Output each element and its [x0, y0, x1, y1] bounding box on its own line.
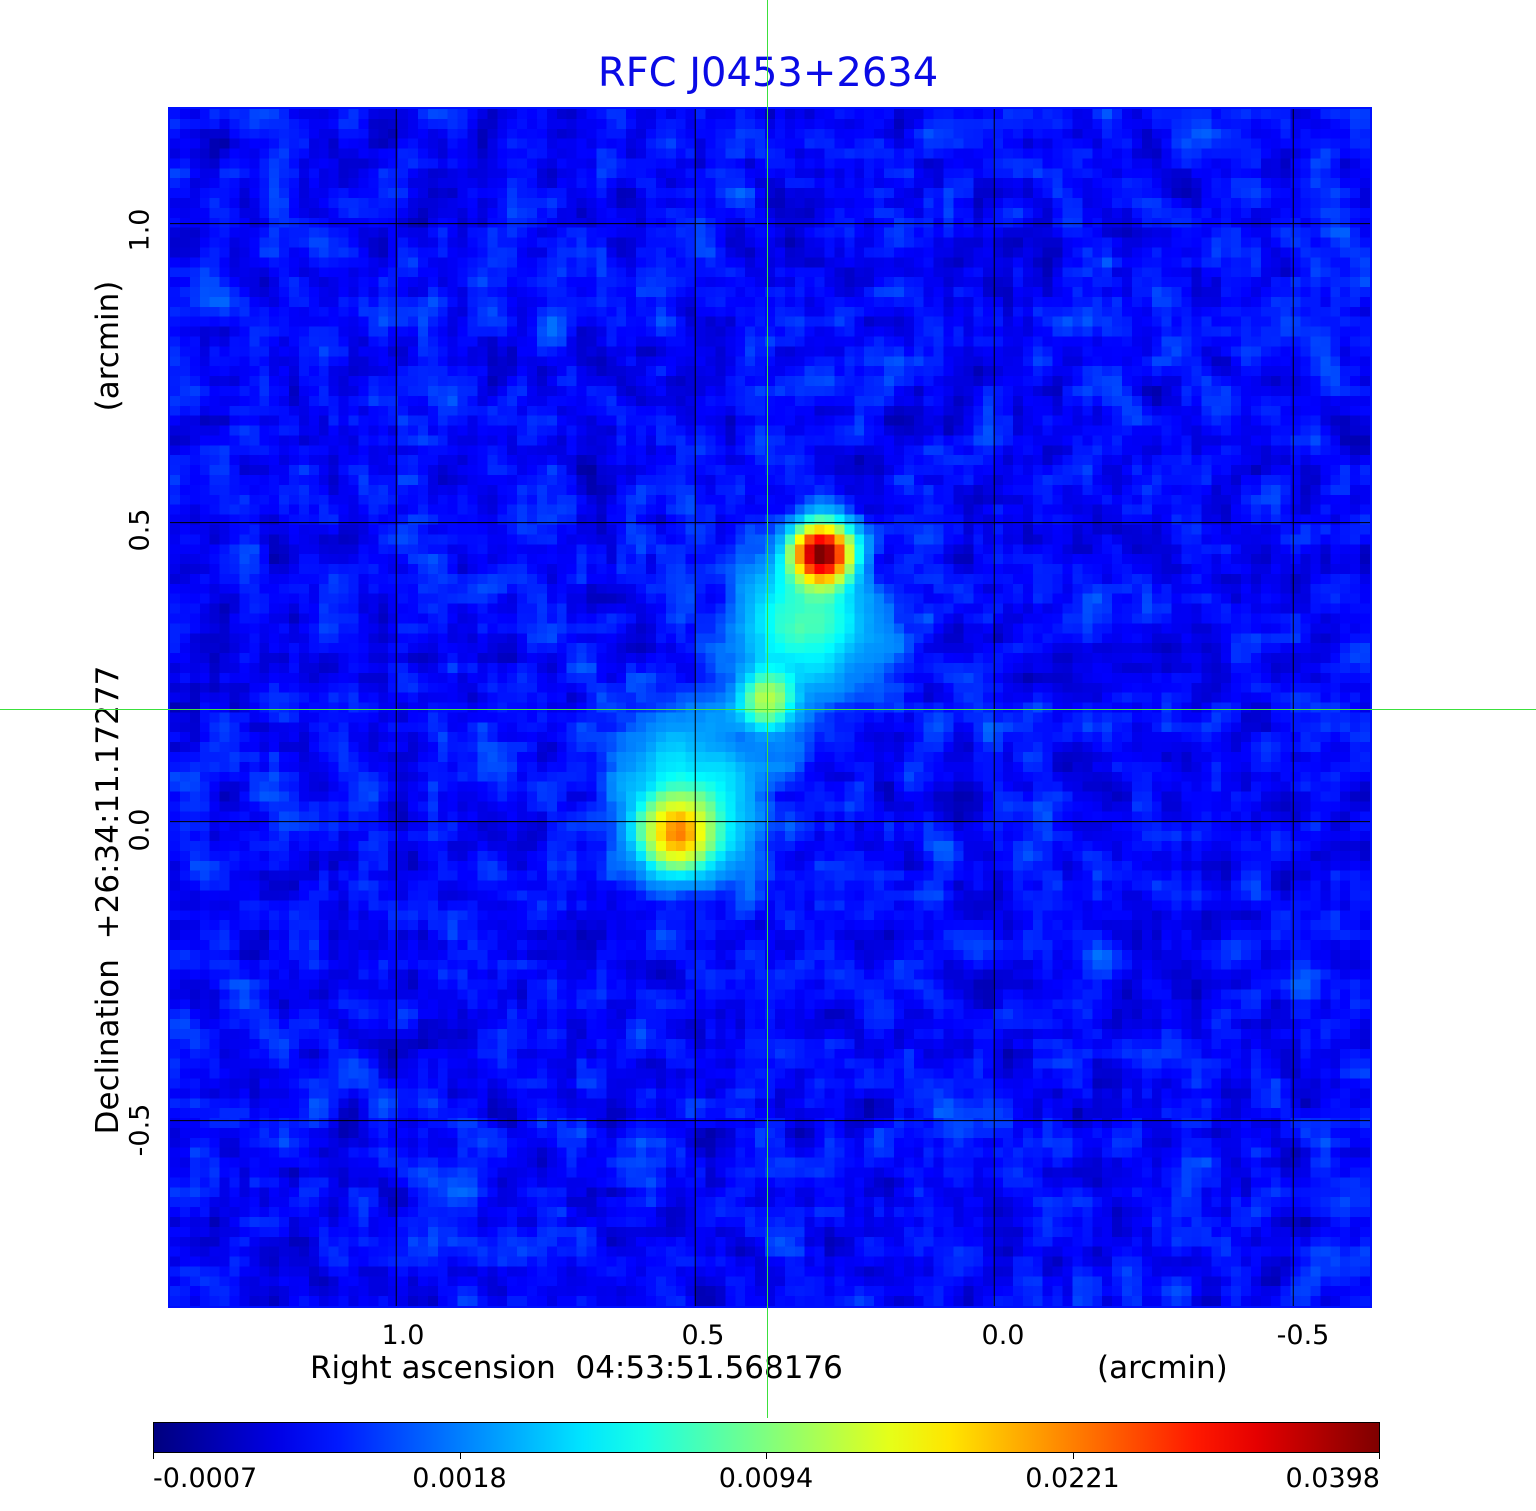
colorbar-tick-label: 0.0398 — [1285, 1463, 1380, 1494]
y-axis-label: Declination +26:34:11.17277 — [90, 665, 126, 1135]
chart-title: RFC J0453+2634 — [597, 50, 939, 96]
y-tick-label: 0.0 — [124, 808, 156, 852]
x-tick-label: 0.5 — [681, 1320, 725, 1351]
colorbar-tick — [153, 1453, 154, 1459]
heatmap-image — [170, 109, 1370, 1306]
x-tick-label: 1.0 — [381, 1320, 425, 1351]
x-tick-label: -0.5 — [1276, 1320, 1330, 1351]
x-tick-label: 0.0 — [981, 1320, 1025, 1351]
plot-area — [168, 107, 1372, 1308]
colorbar-tick-label: -0.0007 — [153, 1463, 258, 1494]
colorbar-tick-label: 0.0094 — [718, 1463, 814, 1494]
grid-lines — [170, 109, 1370, 1306]
x-axis-unit: (arcmin) — [1097, 1350, 1228, 1386]
colorbar-tick — [459, 1453, 461, 1459]
colorbar-tick — [1379, 1453, 1380, 1459]
colorbar — [153, 1422, 1380, 1453]
colorbar-tick-label: 0.0221 — [1025, 1463, 1120, 1494]
colorbar-tick — [766, 1453, 767, 1459]
y-axis-unit: (arcmin) — [90, 280, 126, 412]
y-tick-label: 1.0 — [124, 208, 156, 252]
y-tick-label: -0.5 — [124, 1103, 156, 1157]
colorbar-tick — [1072, 1453, 1074, 1459]
colorbar-tick-label: 0.0018 — [412, 1463, 507, 1494]
crosshair-horizontal — [0, 709, 1536, 710]
x-axis-label: Right ascension 04:53:51.568176 — [310, 1350, 843, 1386]
y-tick-label: 0.5 — [124, 508, 156, 552]
